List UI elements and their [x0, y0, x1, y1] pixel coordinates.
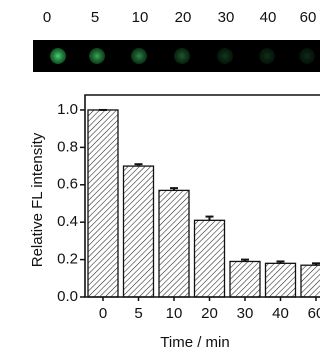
strip-label: 30	[218, 9, 235, 26]
strip-label: 20	[175, 9, 192, 26]
bar	[266, 263, 296, 297]
bar	[88, 110, 118, 297]
y-axis-label: Relative FL intensity	[29, 132, 46, 267]
bar	[159, 190, 189, 297]
y-tick-label: 0.2	[57, 251, 78, 268]
bar	[230, 261, 260, 297]
x-tick-label: 30	[237, 305, 254, 322]
strip-label: 60	[300, 9, 317, 26]
bar	[195, 220, 225, 297]
x-axis-label: Time / min	[160, 334, 229, 351]
x-tick-label: 60	[308, 305, 320, 322]
y-tick-label: 0.0	[57, 288, 78, 305]
x-tick-label: 20	[201, 305, 218, 322]
bar	[301, 265, 320, 297]
x-tick-label: 5	[134, 305, 142, 322]
x-tick-label: 0	[99, 305, 107, 322]
y-tick-label: 0.4	[57, 213, 78, 230]
y-tick-label: 0.6	[57, 176, 78, 193]
y-tick-label: 0.8	[57, 138, 78, 155]
strip-label: 5	[91, 9, 99, 26]
strip-label: 10	[132, 9, 149, 26]
figure: Time / min Relative FL intensity 0 5 10 20 3…	[0, 0, 320, 356]
y-tick-label: 1.0	[57, 101, 78, 118]
strip-label: 40	[260, 9, 277, 26]
strip-label: 0	[43, 9, 51, 26]
x-tick-label: 10	[166, 305, 183, 322]
bar	[124, 166, 154, 297]
x-tick-label: 40	[272, 305, 289, 322]
